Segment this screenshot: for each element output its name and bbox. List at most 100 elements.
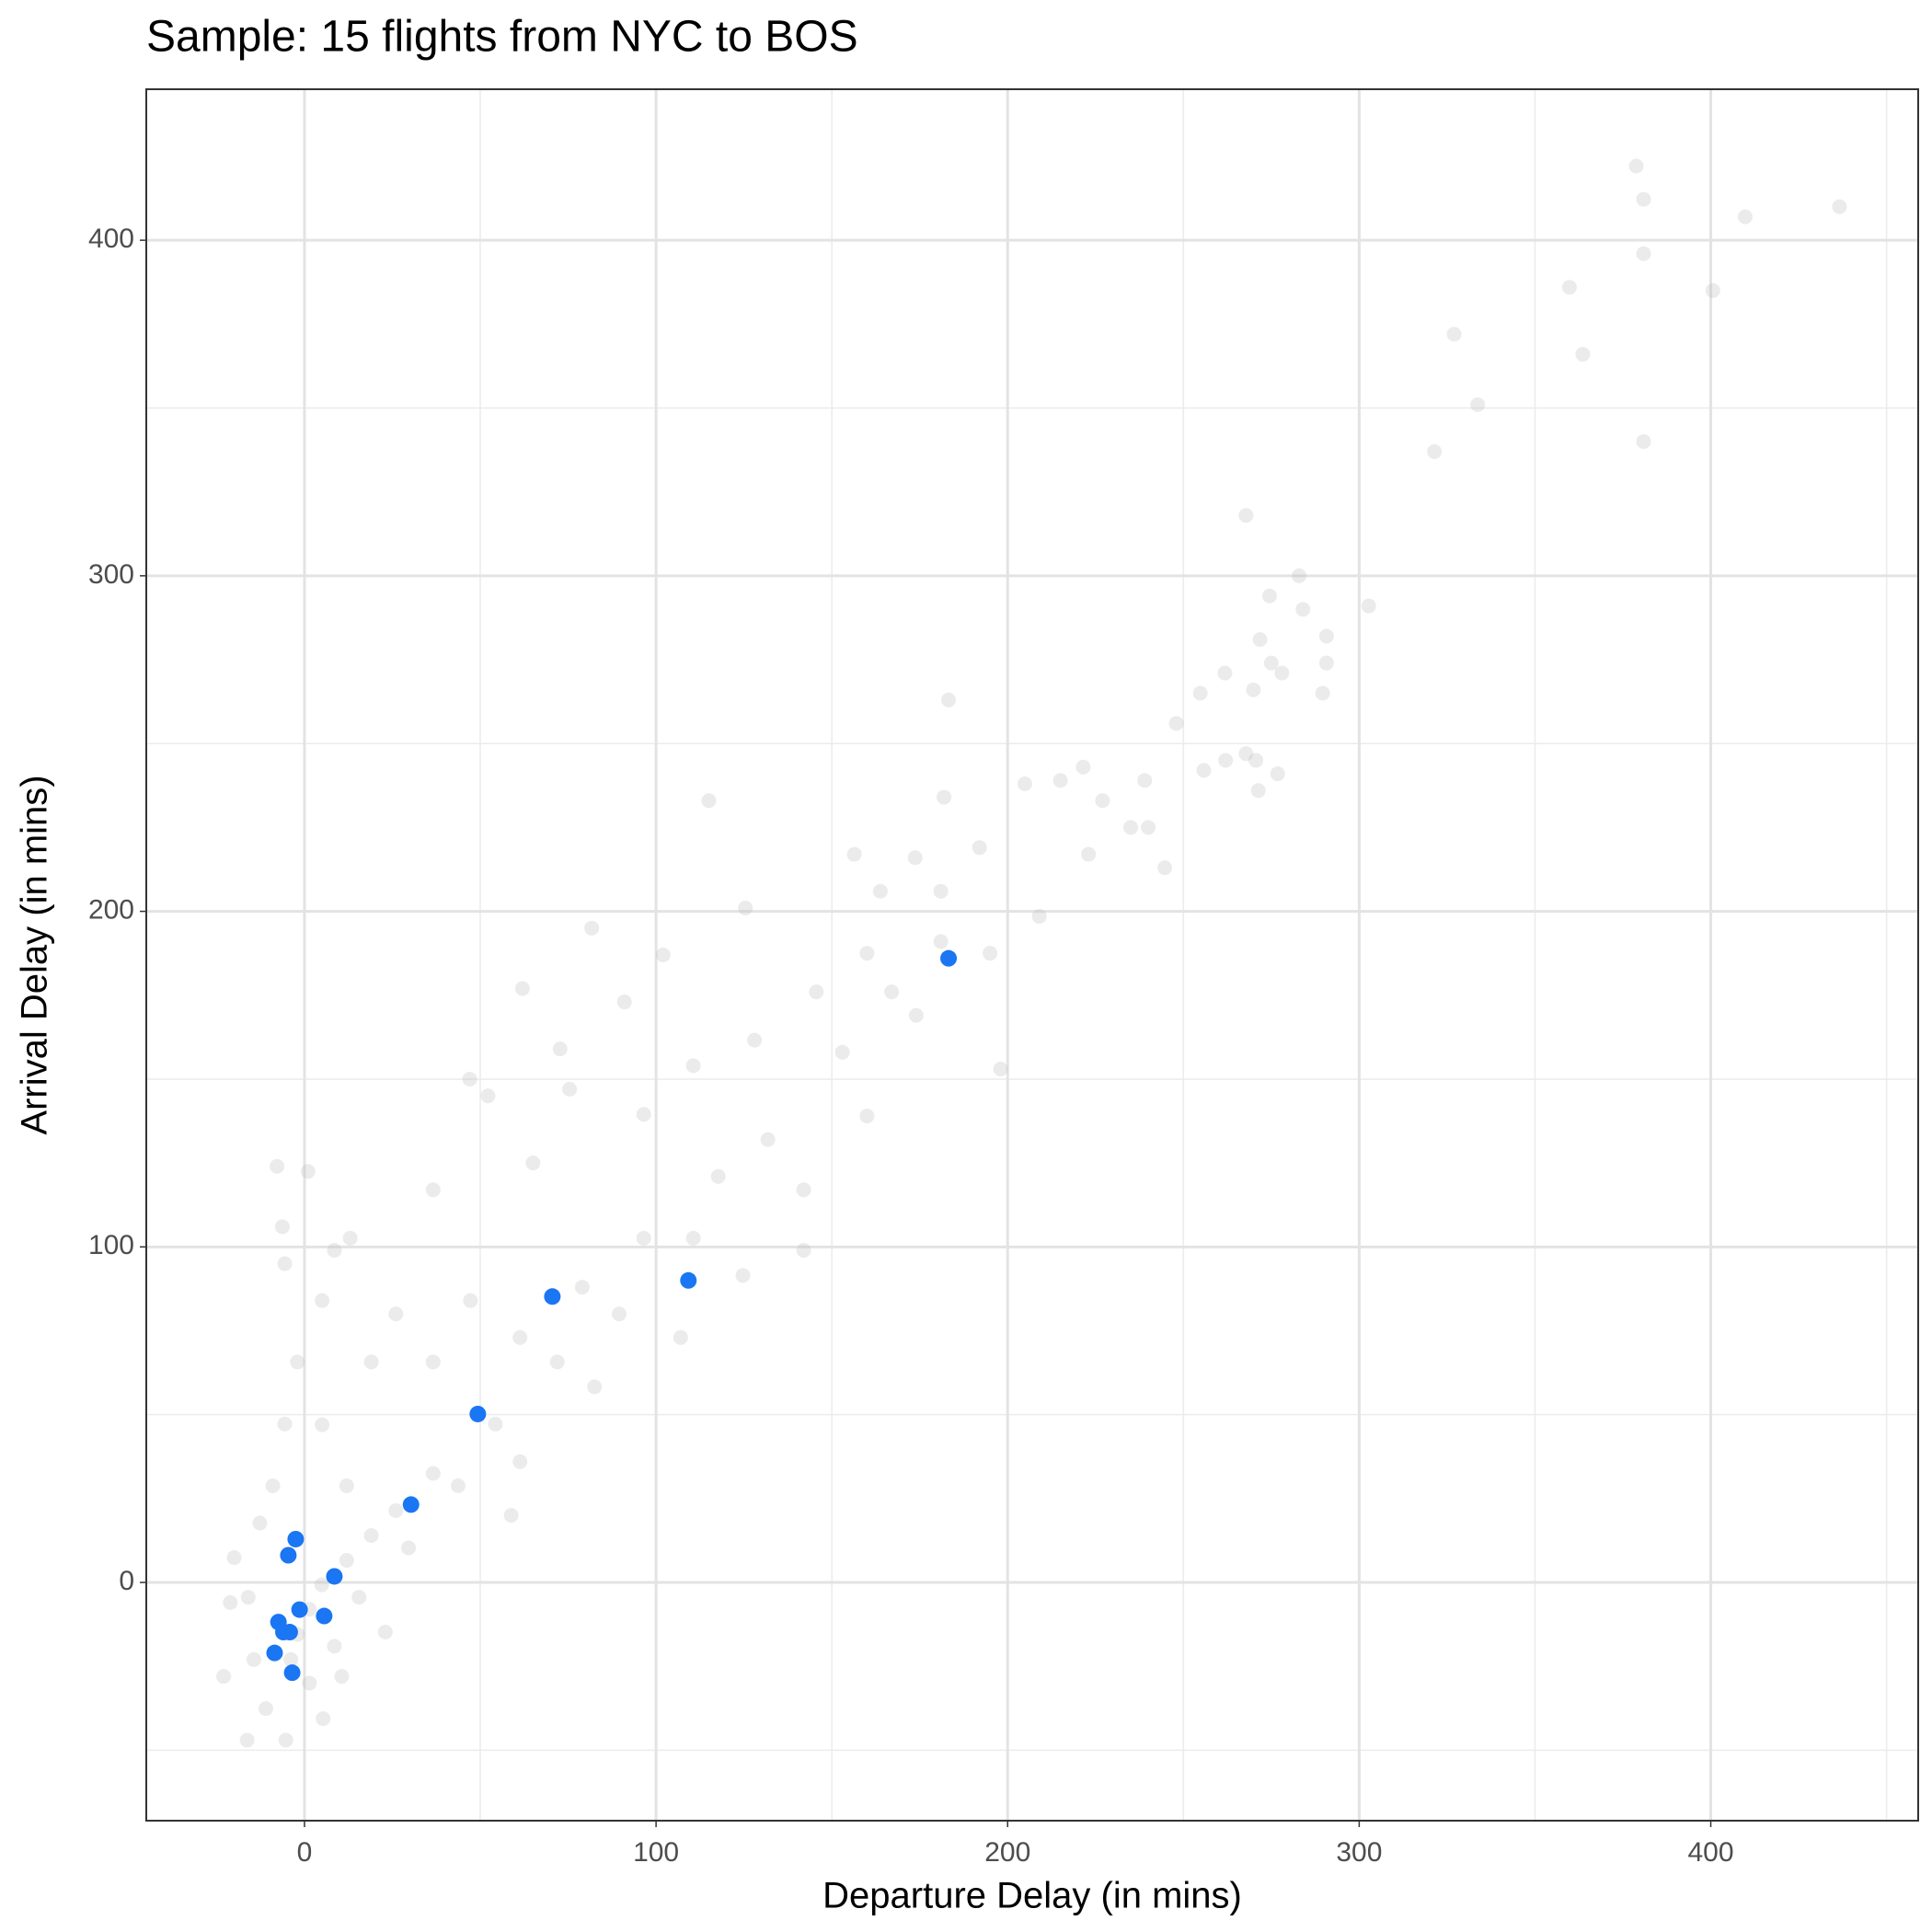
y-tick-label: 0 [119, 1566, 134, 1596]
point [469, 1405, 487, 1422]
point [611, 1306, 627, 1322]
point [859, 1109, 875, 1124]
point [388, 1502, 404, 1518]
chart-title: Sample: 15 flights from NYC to BOS [146, 13, 858, 62]
point [1470, 397, 1486, 412]
point [1446, 327, 1462, 342]
point [584, 920, 600, 936]
point [1832, 199, 1847, 214]
point [283, 1664, 301, 1682]
point [933, 883, 949, 899]
plot-border [145, 88, 1919, 1822]
point [1238, 508, 1254, 523]
point [1315, 685, 1330, 701]
point [680, 1271, 697, 1289]
point [1075, 759, 1091, 775]
point [1252, 632, 1268, 648]
point [983, 946, 998, 961]
x-tick-label: 400 [1688, 1837, 1734, 1868]
point [1052, 773, 1068, 788]
point [1217, 665, 1233, 681]
point [480, 1088, 496, 1104]
x-tick-label: 300 [1336, 1837, 1382, 1868]
point [809, 984, 824, 1000]
point [462, 1071, 477, 1087]
point [246, 1651, 261, 1667]
point [1705, 282, 1720, 298]
point [846, 846, 862, 862]
point [223, 1594, 238, 1610]
point [933, 934, 949, 949]
point [1636, 246, 1651, 261]
point [1031, 909, 1047, 925]
point [587, 1379, 603, 1395]
point [636, 1107, 651, 1122]
point [738, 900, 753, 915]
point [574, 1280, 590, 1295]
point [326, 1568, 343, 1585]
point [907, 850, 923, 866]
point [549, 1354, 565, 1370]
point [425, 1182, 441, 1198]
point [342, 1230, 358, 1246]
point [274, 1219, 290, 1235]
point [735, 1268, 751, 1283]
point [796, 1182, 811, 1198]
point [872, 883, 888, 899]
point [388, 1306, 404, 1322]
point [544, 1288, 561, 1305]
point [315, 1293, 330, 1308]
point [290, 1354, 305, 1370]
point [316, 1607, 333, 1625]
point [240, 1590, 256, 1605]
point [1250, 783, 1266, 799]
point [512, 1454, 528, 1469]
point [1575, 347, 1591, 362]
point [940, 949, 958, 967]
point [1218, 753, 1234, 768]
point [450, 1478, 466, 1494]
point [685, 1230, 701, 1246]
point [291, 1601, 308, 1618]
point [1192, 685, 1208, 701]
point [363, 1354, 379, 1370]
x-tick-label: 0 [297, 1837, 313, 1868]
point [327, 1242, 342, 1258]
point [281, 1624, 298, 1641]
point [859, 946, 875, 961]
point [525, 1156, 541, 1171]
point [351, 1590, 367, 1605]
point [685, 1058, 701, 1074]
point [425, 1354, 441, 1370]
y-tick-label: 100 [88, 1230, 134, 1260]
point [993, 1062, 1008, 1077]
point [937, 789, 952, 805]
point [327, 1639, 342, 1654]
point [1274, 665, 1290, 681]
point [402, 1496, 420, 1513]
point [315, 1417, 330, 1432]
point [252, 1515, 268, 1531]
point [1361, 598, 1376, 614]
point [884, 984, 900, 1000]
point [1427, 443, 1443, 459]
point [270, 1158, 285, 1174]
point [277, 1256, 293, 1271]
point [616, 995, 632, 1010]
point [1270, 766, 1285, 782]
point [941, 692, 957, 707]
point [363, 1527, 379, 1543]
point [258, 1701, 273, 1717]
point [1157, 860, 1173, 876]
point [401, 1540, 417, 1556]
point [266, 1644, 283, 1662]
point [488, 1416, 503, 1432]
point [283, 1651, 299, 1667]
x-axis-title: Departure Delay (in mins) [822, 1876, 1242, 1916]
point [673, 1329, 688, 1345]
point [300, 1164, 316, 1179]
point [425, 1466, 441, 1481]
point [1295, 602, 1311, 617]
point [636, 1230, 651, 1246]
point [216, 1669, 232, 1685]
